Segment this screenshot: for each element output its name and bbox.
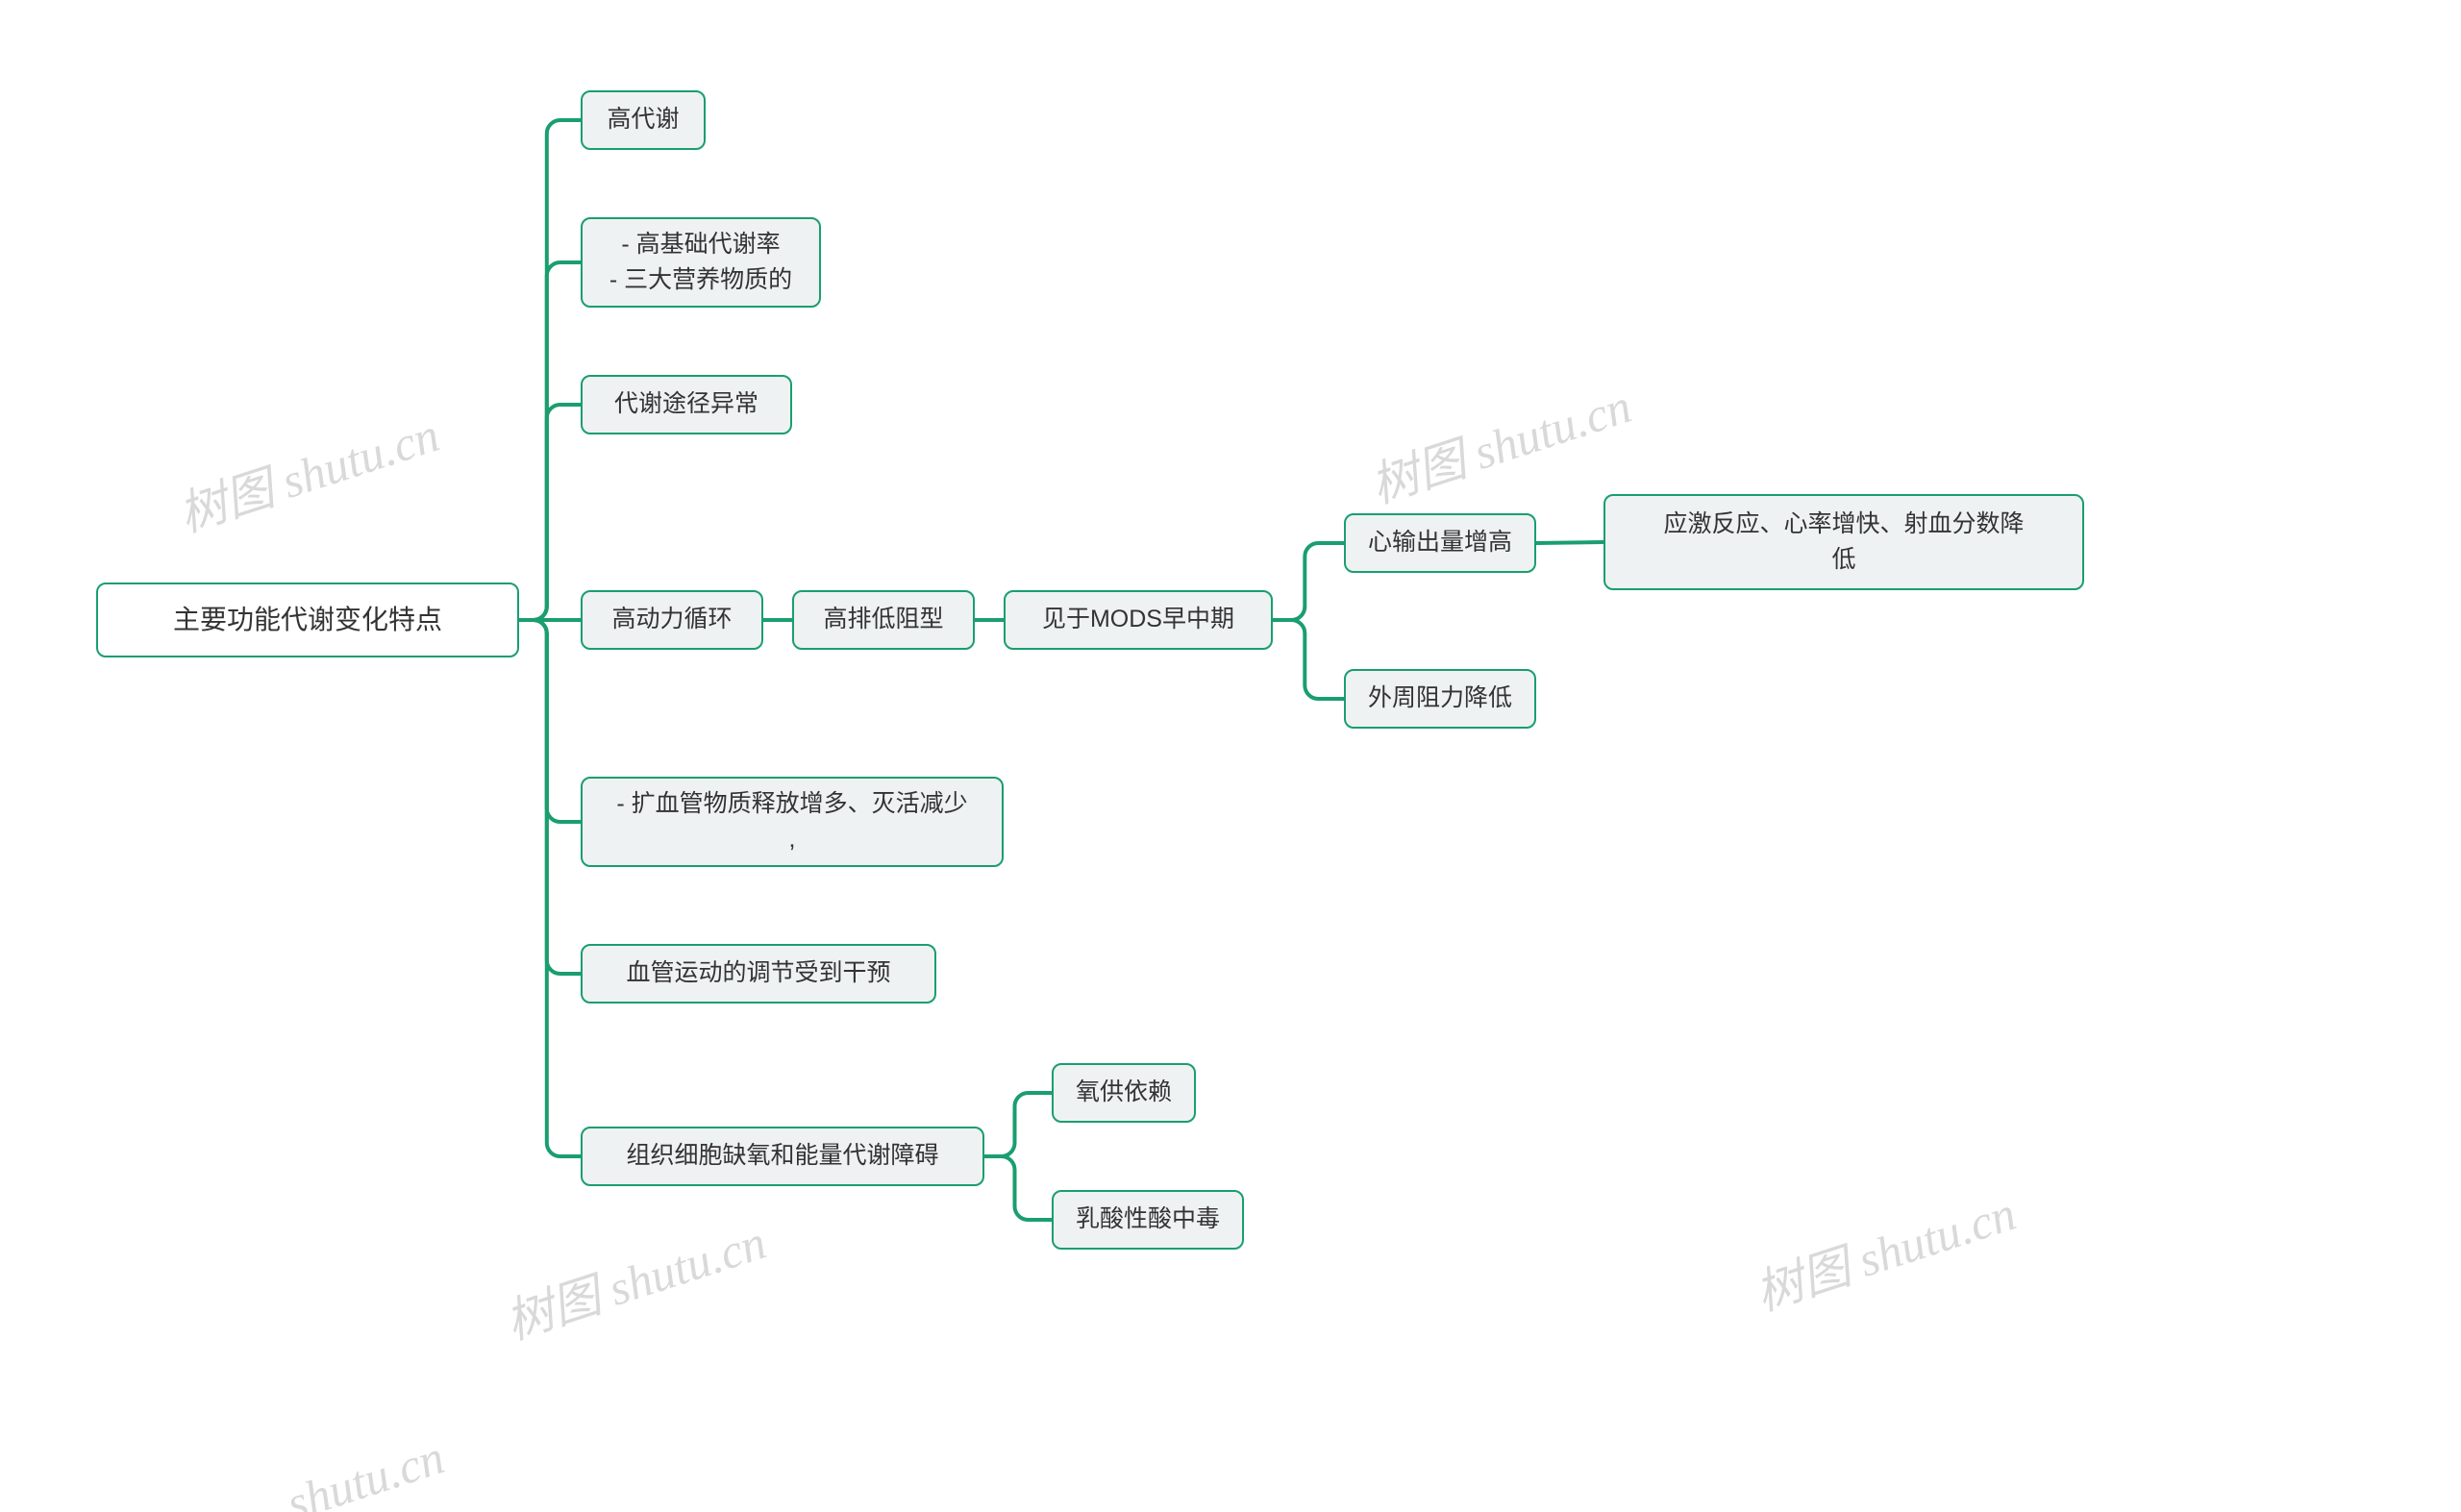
mindmap-node-root[interactable]: 主要功能代谢变化特点 [96, 582, 519, 657]
edge-root-n6 [519, 620, 581, 974]
mindmap-node-n6[interactable]: 血管运动的调节受到干预 [581, 944, 936, 1004]
edge-n7-n7a [984, 1093, 1052, 1156]
edge-n4b-n4b1 [1273, 543, 1344, 620]
mindmap-node-n1[interactable]: 高代谢 [581, 90, 706, 150]
mindmap-node-n4b[interactable]: 见于MODS早中期 [1004, 590, 1273, 650]
mindmap-node-n4b1[interactable]: 心输出量增高 [1344, 513, 1536, 573]
mindmap-node-n4b1a[interactable]: 应激反应、心率增快、射血分数降 低 [1603, 494, 2084, 590]
mindmap-node-n4b2[interactable]: 外周阻力降低 [1344, 669, 1536, 729]
watermark: shutu.cn [280, 1428, 451, 1512]
edge-n7-n7b [984, 1156, 1052, 1220]
edge-n4b-n4b2 [1273, 620, 1344, 699]
mindmap-node-n7b[interactable]: 乳酸性酸中毒 [1052, 1190, 1244, 1250]
edge-root-n3 [519, 405, 581, 620]
edge-root-n5 [519, 620, 581, 822]
mindmap-node-n7[interactable]: 组织细胞缺氧和能量代谢障碍 [581, 1127, 984, 1186]
watermark: 树图 shutu.cn [1360, 367, 1638, 516]
mindmap-node-n2[interactable]: - 高基础代谢率 - 三大营养物质的 [581, 217, 821, 308]
mindmap-node-n3[interactable]: 代谢途径异常 [581, 375, 792, 434]
edge-root-n1 [519, 120, 581, 620]
mindmap-node-n5[interactable]: - 扩血管物质释放增多、灭活减少 , [581, 777, 1004, 867]
mindmap-node-n4[interactable]: 高动力循环 [581, 590, 763, 650]
watermark: 树图 shutu.cn [495, 1203, 773, 1352]
edge-n4b1-n4b1a [1536, 542, 1603, 543]
edge-root-n7 [519, 620, 581, 1156]
mindmap-node-n4a[interactable]: 高排低阻型 [792, 590, 975, 650]
mindmap-node-n7a[interactable]: 氧供依赖 [1052, 1063, 1196, 1123]
diagram-canvas: 主要功能代谢变化特点 高代谢 - 高基础代谢率 - 三大营养物质的代谢途径异常高动力… [0, 0, 2461, 1512]
edge-root-n2 [519, 262, 581, 620]
watermark: 树图 shutu.cn [1745, 1175, 2023, 1324]
edge-layer [0, 0, 2461, 1512]
watermark: 树图 shutu.cn [168, 396, 446, 545]
